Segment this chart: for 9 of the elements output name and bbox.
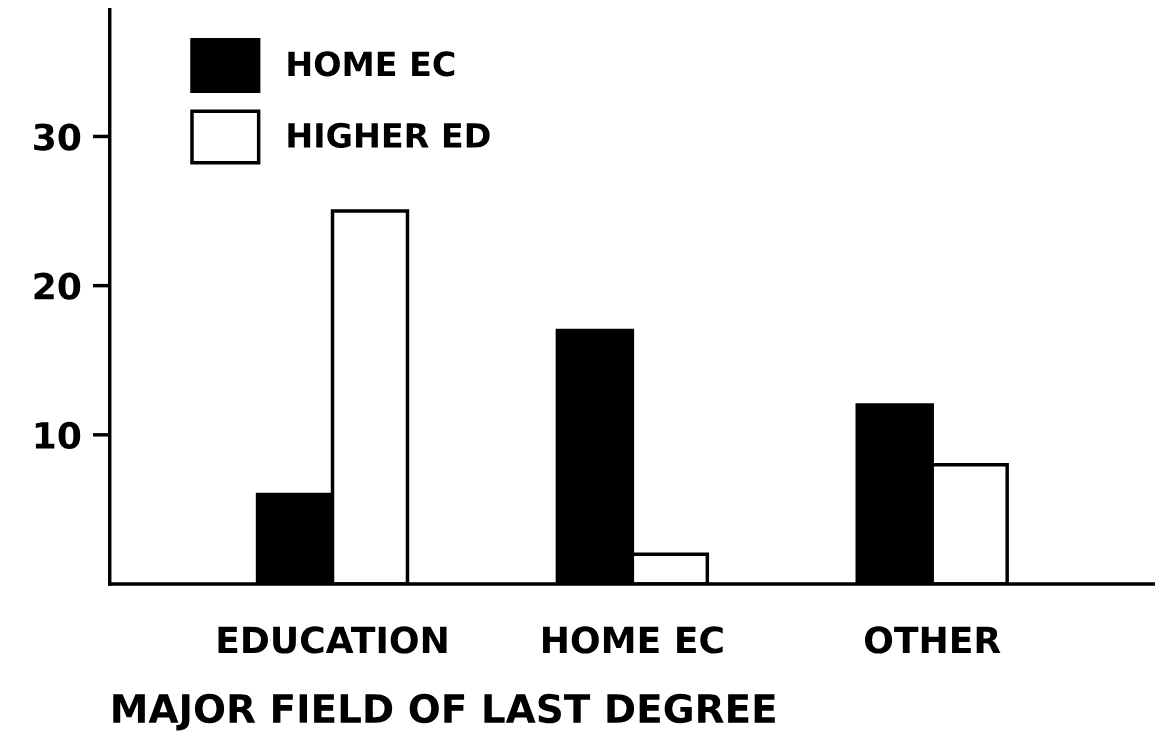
legend-label: HIGHER ED [288, 122, 490, 148]
x-tick-label: OTHER [865, 626, 1001, 654]
y-tick-label: 30 [34, 123, 81, 151]
x-tick-label: HOME EC [543, 626, 723, 654]
x-axis-title: MAJOR FIELD OF LAST DEGREE [113, 693, 775, 731]
legend-label: HOME EC [288, 51, 455, 77]
y-tick-label: 20 [34, 272, 81, 300]
y-tick-label: 10 [35, 421, 81, 450]
x-tick-label: EDUCATION [218, 626, 447, 654]
